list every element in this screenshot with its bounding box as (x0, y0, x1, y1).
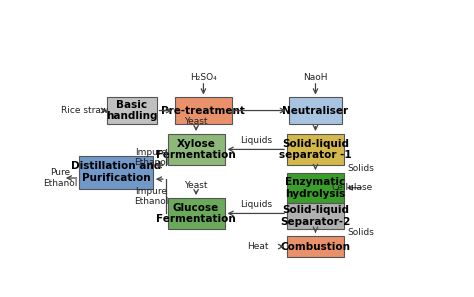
FancyBboxPatch shape (287, 134, 344, 165)
FancyBboxPatch shape (107, 97, 156, 124)
FancyBboxPatch shape (175, 97, 232, 124)
FancyBboxPatch shape (287, 236, 344, 257)
Text: Cellulase: Cellulase (331, 183, 373, 192)
Text: Yeast: Yeast (184, 117, 208, 126)
FancyBboxPatch shape (80, 156, 153, 189)
Text: Pure
Ethanol: Pure Ethanol (43, 168, 78, 188)
Text: Enzymatic
hydrolysis: Enzymatic hydrolysis (285, 177, 346, 198)
FancyBboxPatch shape (168, 198, 225, 229)
Text: NaoH: NaoH (303, 73, 328, 83)
Text: Basic
handling: Basic handling (106, 100, 157, 121)
FancyBboxPatch shape (287, 173, 344, 203)
FancyBboxPatch shape (287, 203, 344, 229)
Text: Combustion: Combustion (281, 241, 350, 252)
Text: Solids: Solids (347, 228, 374, 237)
Text: Liquids: Liquids (240, 200, 272, 209)
Text: Impure
Ethanol: Impure Ethanol (134, 187, 168, 206)
Text: Yeast: Yeast (184, 181, 208, 190)
FancyBboxPatch shape (168, 134, 225, 165)
Text: H₂SO₄: H₂SO₄ (190, 73, 217, 83)
Text: Xylose
Fermentation: Xylose Fermentation (156, 139, 236, 160)
Text: Solids: Solids (347, 164, 374, 173)
Text: Heat: Heat (247, 242, 269, 251)
Text: Glucose
Fermentation: Glucose Fermentation (156, 203, 236, 224)
Text: Distillation and
Purification: Distillation and Purification (71, 162, 161, 183)
Text: Rice straw: Rice straw (61, 106, 109, 115)
FancyBboxPatch shape (289, 97, 342, 124)
Text: Neutraliser: Neutraliser (283, 105, 348, 116)
Text: Solid-liquid
separator -1: Solid-liquid separator -1 (279, 139, 352, 160)
Text: Liquids: Liquids (240, 136, 272, 145)
Text: Impure
Ethanol: Impure Ethanol (134, 148, 168, 167)
Text: Solid-liquid
Separator-2: Solid-liquid Separator-2 (280, 205, 351, 227)
Text: Pre-treatment: Pre-treatment (162, 105, 246, 116)
